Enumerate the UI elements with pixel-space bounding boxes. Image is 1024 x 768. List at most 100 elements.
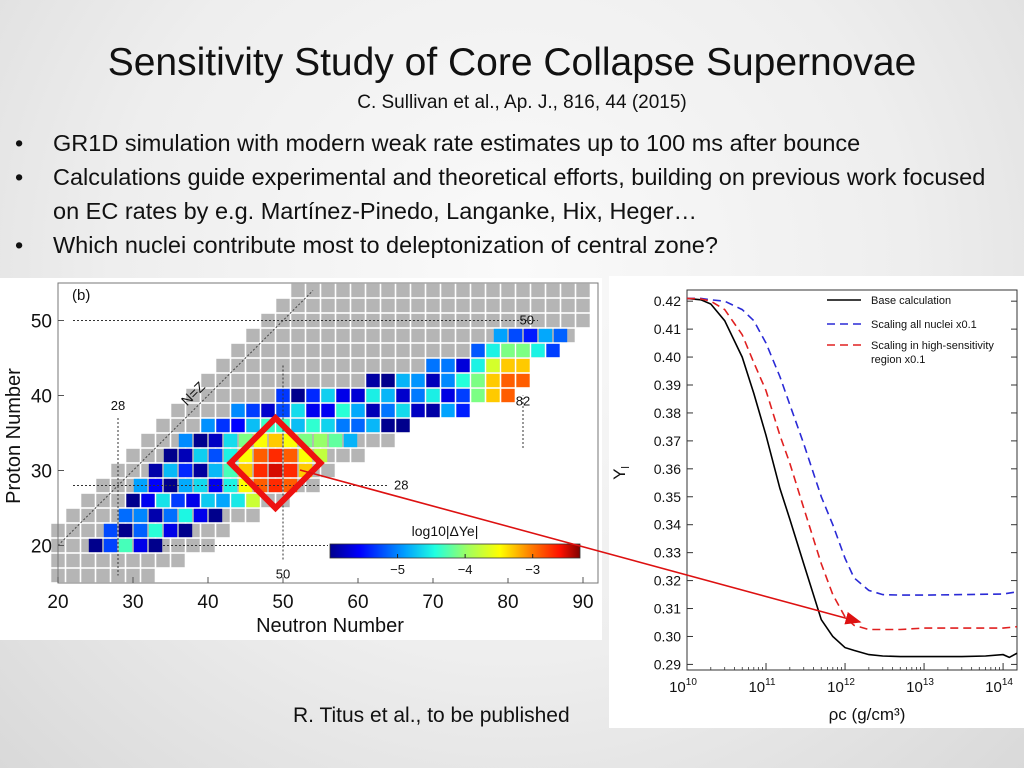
- sensitivity-cell: [163, 448, 178, 463]
- y-tick-label: 0.40: [654, 349, 681, 365]
- sensitivity-cell: [516, 343, 530, 358]
- nz-line: [57, 290, 314, 546]
- nucleus-cell: [141, 553, 155, 568]
- sensitivity-cell: [208, 463, 223, 478]
- panel-label: (b): [72, 287, 90, 304]
- sensitivity-cell: [546, 343, 560, 358]
- sensitivity-cell: [366, 373, 380, 388]
- sensitivity-cell: [178, 508, 193, 523]
- nucleus-cell: [561, 313, 575, 328]
- magic-label-z28: 28: [394, 478, 408, 493]
- sensitivity-cell: [186, 493, 200, 508]
- sensitivity-cell: [193, 478, 208, 493]
- nucleus-cell: [546, 283, 560, 298]
- sensitivity-cell: [501, 343, 515, 358]
- sensitivity-cell: [223, 433, 238, 448]
- colorbar-label: log10|ΔYe|: [412, 523, 479, 539]
- nucleus-cell: [351, 343, 365, 358]
- nucleus-cell: [261, 313, 275, 328]
- nucleus-cell: [366, 433, 380, 448]
- nucleus-cell: [126, 553, 140, 568]
- nucleus-cell: [306, 373, 320, 388]
- sensitivity-cell: [268, 463, 283, 478]
- nucleus-cell: [381, 433, 395, 448]
- sensitivity-cell: [283, 448, 298, 463]
- nucleus-cell: [321, 328, 335, 343]
- y-tick-label: 0.39: [654, 377, 681, 393]
- nucleus-cell: [441, 328, 455, 343]
- nucleus-cell: [471, 283, 485, 298]
- sensitivity-cell: [501, 373, 515, 388]
- sensitivity-cell: [441, 373, 455, 388]
- sensitivity-cell: [538, 328, 553, 343]
- sensitivity-cell: [148, 538, 163, 553]
- sensitivity-cell: [201, 418, 215, 433]
- bullet-item: • Calculations guide experimental and the…: [0, 160, 1010, 228]
- nucleus-cell: [381, 298, 395, 313]
- sensitivity-cell: [486, 388, 500, 403]
- nucleus-cell: [336, 283, 350, 298]
- nucleus-cell: [261, 343, 275, 358]
- y-tick-label: 0.38: [654, 405, 681, 421]
- legend-label: Base calculation: [871, 295, 951, 307]
- sensitivity-cell: [231, 418, 245, 433]
- sensitivity-cell: [208, 433, 223, 448]
- nucleus-cell: [516, 298, 530, 313]
- legend-label: Scaling all nuclei x0.1: [871, 319, 977, 331]
- nucleus-cell: [456, 283, 470, 298]
- sensitivity-cell: [148, 508, 163, 523]
- nucleus-cell: [471, 328, 485, 343]
- sensitivity-cell: [291, 403, 305, 418]
- legend-label: Scaling in high-sensitivity region x0.1: [871, 340, 994, 366]
- y-tick-label: 0.31: [654, 601, 681, 617]
- nucleus-cell: [216, 358, 230, 373]
- nucleus-cell: [306, 283, 320, 298]
- magic-label-n50: 50: [276, 567, 290, 582]
- nucleus-cell: [276, 328, 290, 343]
- sensitivity-cell: [133, 538, 148, 553]
- y-tick-label: 0.30: [654, 628, 681, 644]
- nucleus-cell: [246, 508, 260, 523]
- y-axis-label: Proton Number: [3, 368, 25, 504]
- sensitivity-cell: [201, 493, 215, 508]
- nucleus-cell: [426, 343, 440, 358]
- nucleus-cell: [501, 298, 515, 313]
- sensitivity-cell: [336, 403, 350, 418]
- sensitivity-cell: [268, 478, 283, 493]
- sensitivity-cell: [148, 523, 163, 538]
- y-tick-label: 0.29: [654, 656, 681, 672]
- y-tick-label: 30: [31, 462, 52, 483]
- nucleus-cell: [186, 403, 200, 418]
- nucleus-cell: [66, 508, 80, 523]
- nucleus-cell: [156, 418, 170, 433]
- credit-text: R. Titus et al., to be published: [293, 704, 570, 727]
- nucleus-cell: [576, 283, 590, 298]
- sensitivity-cells: [88, 328, 568, 553]
- nucleus-cell: [546, 298, 560, 313]
- sensitivity-cell: [366, 388, 380, 403]
- sensitivity-cell: [268, 448, 283, 463]
- nucleus-cell: [81, 523, 95, 538]
- sensitivity-cell: [523, 328, 538, 343]
- nucleus-cell: [381, 313, 395, 328]
- nucleus-cell: [351, 328, 365, 343]
- sensitivity-cell: [336, 388, 350, 403]
- x-tick-label: 40: [197, 592, 218, 613]
- nucleus-cell: [171, 553, 185, 568]
- nucleus-cell: [411, 328, 425, 343]
- sensitivity-cell: [313, 433, 328, 448]
- sensitivity-cell: [508, 328, 523, 343]
- nucleus-cell: [291, 283, 305, 298]
- sensitivity-cell: [231, 493, 245, 508]
- nucleus-cell: [501, 313, 515, 328]
- nucleus-cell: [486, 283, 500, 298]
- bullet-text: GR1D simulation with modern weak rate es…: [53, 130, 861, 156]
- nucleus-cell: [171, 538, 185, 553]
- sensitivity-cell: [381, 418, 395, 433]
- y-tick-label: 0.37: [654, 433, 681, 449]
- sensitivity-cell: [486, 343, 500, 358]
- nucleus-cell: [576, 313, 590, 328]
- sensitivity-cell: [553, 328, 568, 343]
- sensitivity-cell: [163, 523, 178, 538]
- magic-label-n82: 82: [516, 394, 530, 409]
